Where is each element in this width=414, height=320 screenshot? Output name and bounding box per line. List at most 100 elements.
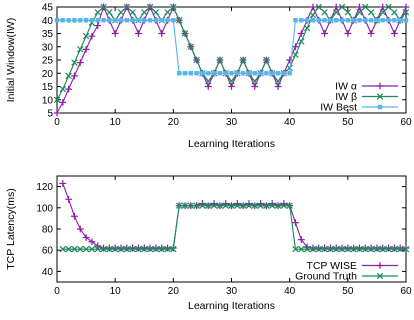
data-point xyxy=(105,244,113,252)
data-point xyxy=(88,238,96,246)
data-point xyxy=(345,18,351,23)
legend-label: Ground Truth xyxy=(295,271,357,283)
data-point xyxy=(152,9,160,16)
data-point xyxy=(326,244,334,252)
data-point xyxy=(94,9,101,16)
data-point xyxy=(140,244,148,252)
data-point xyxy=(286,202,293,209)
data-point xyxy=(334,18,339,23)
data-point xyxy=(123,3,131,11)
data-point xyxy=(106,9,113,16)
data-point xyxy=(94,245,101,253)
data-point xyxy=(293,18,298,23)
data-point xyxy=(82,46,90,53)
data-point xyxy=(175,202,183,209)
y-tick-label: 60 xyxy=(42,246,54,257)
data-point xyxy=(152,245,160,253)
data-point xyxy=(82,234,90,241)
data-point xyxy=(59,85,67,93)
data-point xyxy=(77,245,84,253)
data-point xyxy=(390,244,398,252)
data-point xyxy=(332,245,340,253)
data-point xyxy=(65,245,72,253)
data-point xyxy=(158,245,165,253)
data-point xyxy=(315,245,322,253)
data-point xyxy=(71,212,78,220)
data-point xyxy=(385,3,392,11)
data-point xyxy=(292,219,299,227)
data-point xyxy=(362,3,369,11)
data-point xyxy=(53,109,61,117)
data-point xyxy=(361,244,369,252)
data-point xyxy=(205,77,212,85)
data-point xyxy=(396,244,404,252)
legend-swatch-marker xyxy=(376,82,384,90)
data-point xyxy=(274,77,282,85)
data-point xyxy=(396,245,404,253)
x-tick-label: 40 xyxy=(284,117,296,128)
data-point xyxy=(100,244,107,252)
data-point xyxy=(275,71,281,76)
x-axis-label: Learning Iterations xyxy=(188,300,275,312)
data-point xyxy=(344,244,352,252)
data-point xyxy=(59,180,67,187)
data-point xyxy=(385,244,392,252)
data-point xyxy=(274,83,282,90)
data-point xyxy=(211,71,217,76)
data-point xyxy=(111,244,119,252)
data-point xyxy=(373,244,381,252)
data-point xyxy=(54,18,60,23)
series-line xyxy=(57,19,406,74)
data-point xyxy=(367,244,375,252)
data-point xyxy=(82,32,90,40)
data-point xyxy=(356,9,363,16)
data-point xyxy=(53,96,61,103)
data-point xyxy=(356,3,363,11)
legend-label: TCP WISE xyxy=(306,260,357,272)
data-point xyxy=(204,83,212,90)
data-point xyxy=(228,202,235,209)
data-point xyxy=(391,9,398,16)
data-point xyxy=(386,18,391,23)
legend: IW αIW βIW Best xyxy=(320,81,398,114)
data-point xyxy=(146,3,154,11)
data-point xyxy=(146,245,154,253)
data-point xyxy=(199,202,206,209)
data-point xyxy=(321,9,328,16)
data-point xyxy=(135,30,142,37)
data-point xyxy=(379,244,387,252)
data-point xyxy=(94,22,102,29)
y-tick-label: 120 xyxy=(36,182,53,193)
y-tick-label: 30 xyxy=(42,42,54,53)
series-ground-truth xyxy=(59,202,410,253)
data-point xyxy=(205,202,212,209)
data-point xyxy=(164,244,171,252)
data-point xyxy=(328,18,333,23)
data-point xyxy=(216,202,224,209)
data-point xyxy=(298,245,305,253)
data-point xyxy=(170,3,177,11)
x-tick-label: 20 xyxy=(168,286,180,297)
data-point xyxy=(286,64,293,72)
data-point xyxy=(158,244,166,252)
data-point xyxy=(71,245,78,253)
data-point xyxy=(239,56,247,64)
data-point xyxy=(188,71,193,76)
data-point xyxy=(117,9,125,16)
data-point xyxy=(142,18,147,23)
data-point xyxy=(292,51,299,58)
data-point xyxy=(257,202,264,209)
data-point xyxy=(129,245,136,253)
legend-label: IW Best xyxy=(320,102,357,114)
data-point xyxy=(252,71,257,76)
data-point xyxy=(89,18,95,23)
legend-label: IW β xyxy=(335,91,357,103)
data-point xyxy=(94,242,102,250)
data-point xyxy=(303,24,311,32)
data-point xyxy=(181,30,189,37)
legend-label: IW α xyxy=(335,81,357,93)
data-point xyxy=(357,18,362,23)
y-tick-label: 5 xyxy=(47,109,53,120)
data-point xyxy=(403,18,409,23)
